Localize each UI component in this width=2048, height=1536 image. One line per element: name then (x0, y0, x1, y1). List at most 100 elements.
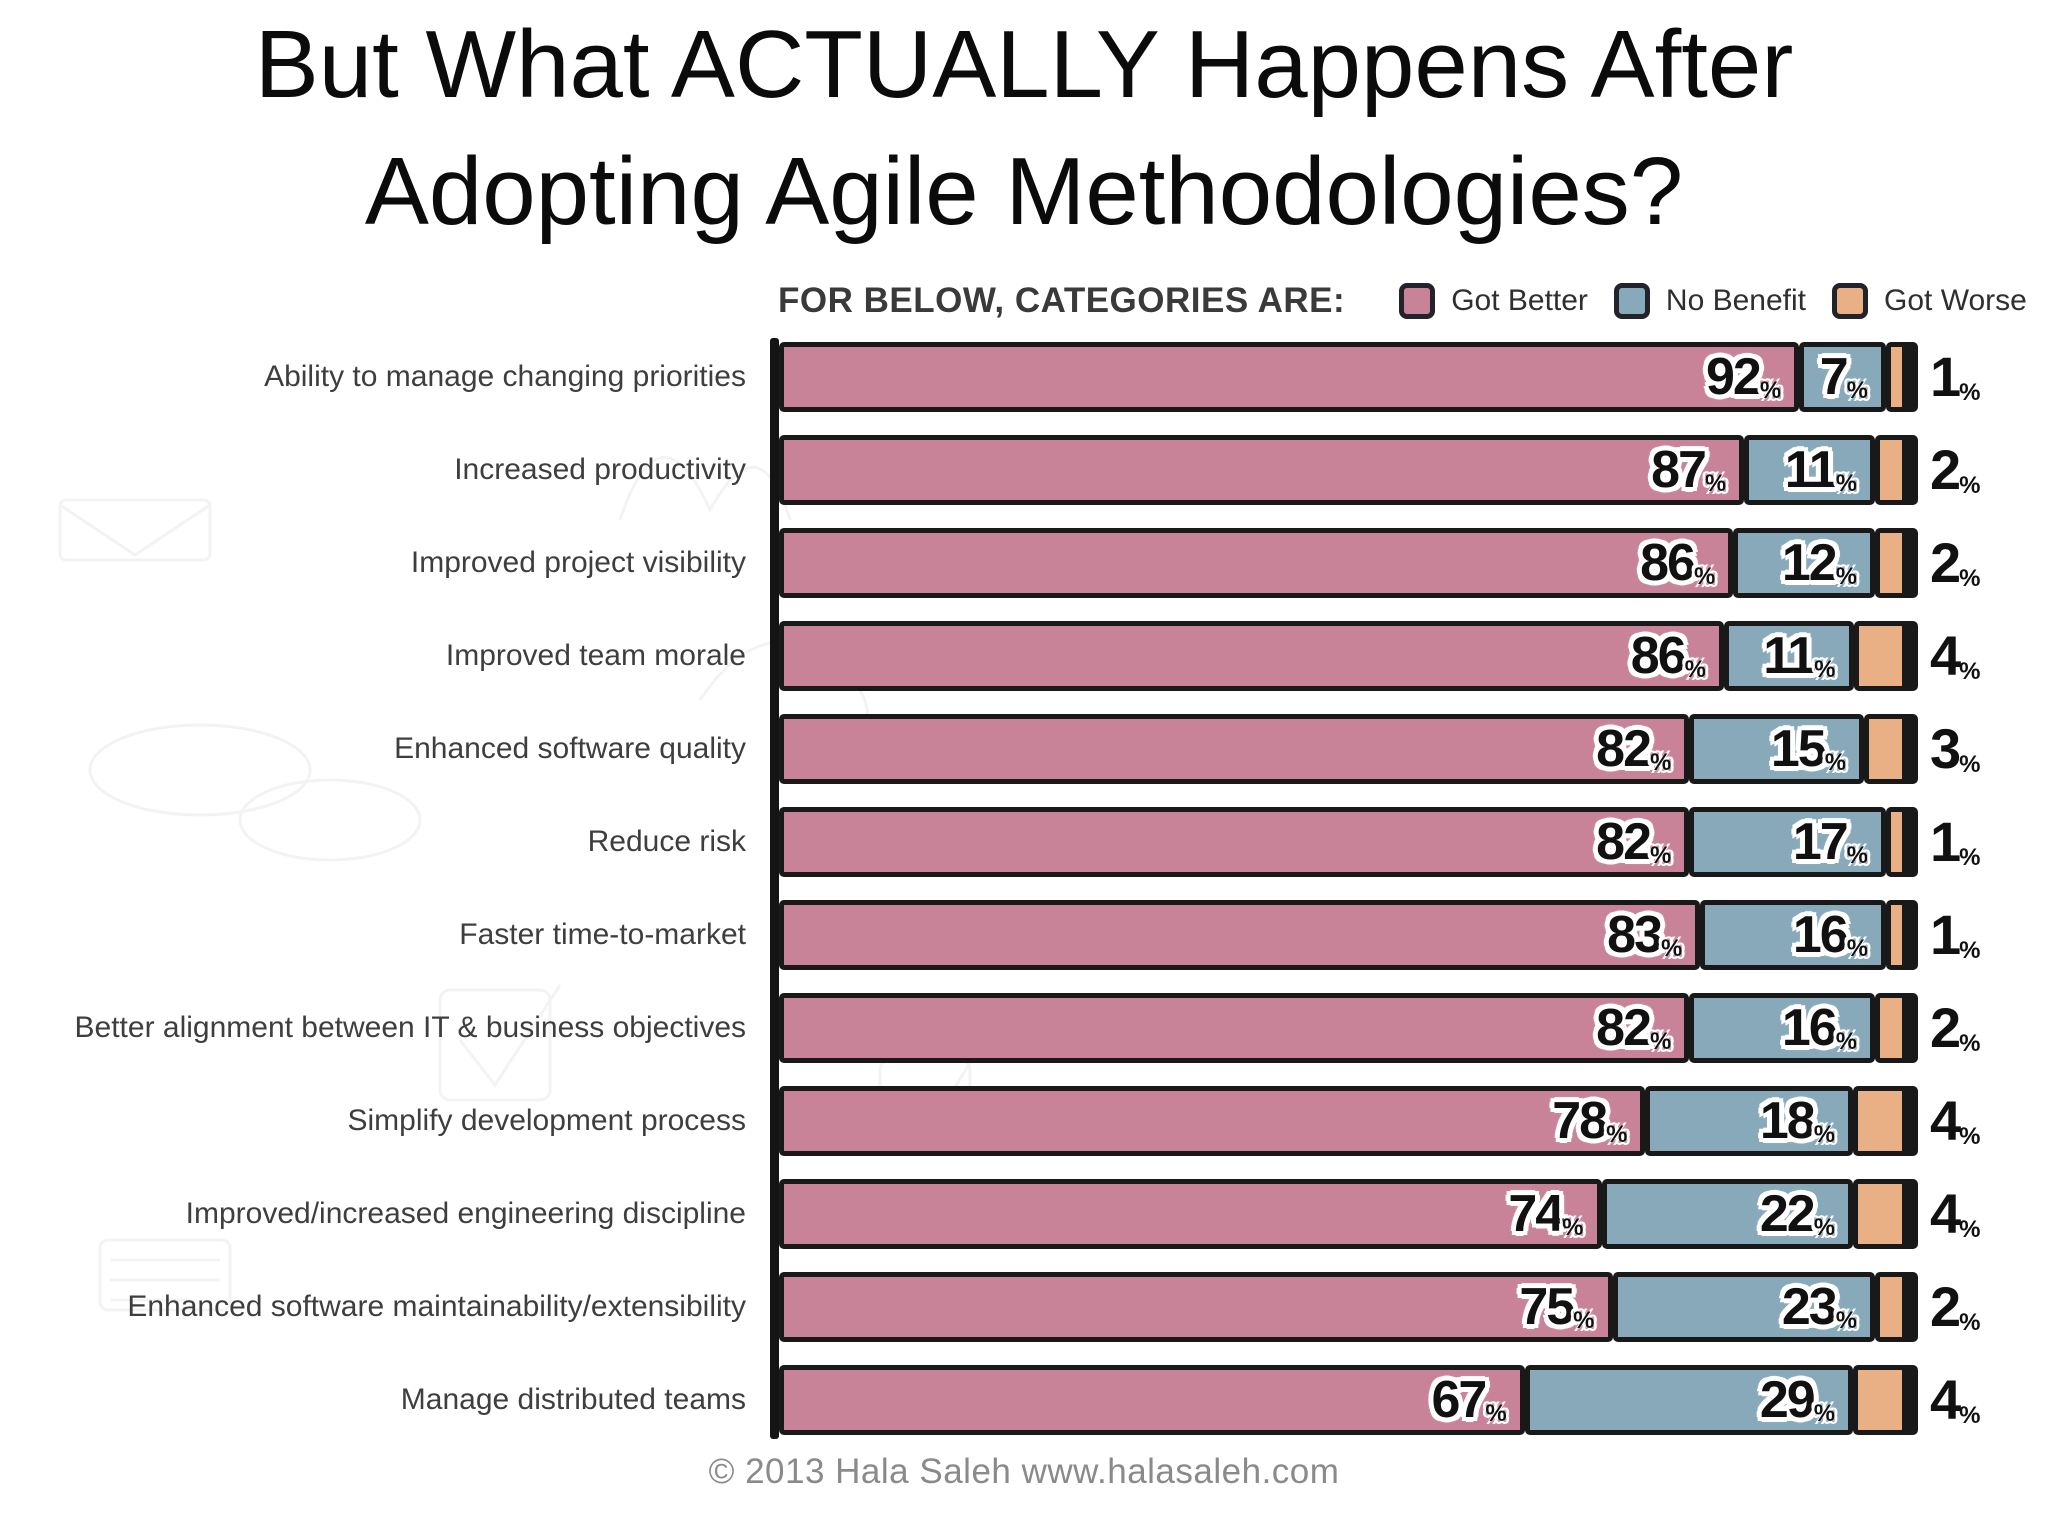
got-better-segment: 67% (779, 1365, 1525, 1435)
stacked-bar: 75% 23% (779, 1272, 1918, 1342)
got-better-value: 86% (1640, 534, 1716, 592)
chart-row: Ability to manage changing priorities 92… (0, 342, 2034, 412)
chart-legend: FOR BELOW, CATEGORIES ARE: Got Better No … (778, 276, 2034, 326)
got-worse-value: 2% (1930, 438, 1981, 501)
no-benefit-segment: 11% (1723, 621, 1854, 691)
chart-row: Improved team morale 86% 11% 4% (0, 621, 2034, 691)
category-label: Ability to manage changing priorities (264, 359, 746, 393)
got-better-value: 82% (1596, 813, 1672, 871)
no-benefit-value: 17% (1792, 813, 1869, 871)
got-better-segment: 82% (779, 714, 1690, 784)
stacked-bar: 82% 17% (779, 807, 1918, 877)
category-label: Increased productivity (454, 452, 746, 486)
no-benefit-value: 12% (1781, 534, 1858, 592)
legend-item-got-worse: Got Worse (1832, 283, 2027, 319)
no-benefit-segment: 15% (1689, 714, 1865, 784)
bar-track: 67% 29% 4% (779, 1365, 2034, 1435)
chart-row: Increased productivity 87% 11% 2% (0, 435, 2034, 505)
stacked-bar: 83% 16% (779, 900, 1919, 970)
got-better-value: 67% (1431, 1371, 1507, 1429)
got-better-value: 92% (1705, 348, 1782, 406)
got-worse-value: 1% (1930, 810, 1981, 873)
category-label: Improved project visibility (410, 545, 746, 579)
legend-item-got-better: Got Better (1399, 283, 1588, 319)
got-better-segment: 86% (779, 528, 1734, 598)
got-worse-segment (1853, 1365, 1918, 1435)
got-worse-segment (1886, 807, 1918, 877)
got-better-value: 75% (1519, 1278, 1595, 1336)
got-worse-value: 4% (1930, 1368, 1981, 1431)
no-benefit-value: 15% (1770, 720, 1847, 778)
bar-track: 83% 16% 1% (779, 900, 2034, 970)
got-better-segment: 82% (779, 993, 1690, 1063)
got-worse-segment (1875, 993, 1918, 1063)
legend-label: No Benefit (1665, 284, 1807, 317)
bar-track: 82% 16% 2% (779, 993, 2034, 1063)
doodle-plant (618, 456, 792, 521)
got-worse-segment (1864, 714, 1918, 784)
doodle-envelope (58, 498, 212, 562)
stacked-bar: 82% 15% (779, 714, 1918, 784)
chart-row: Better alignment between IT & business o… (0, 993, 2034, 1063)
no-benefit-segment: 16% (1689, 993, 1876, 1063)
bar-track: 82% 15% 3% (779, 714, 2034, 784)
got-better-value: 87% (1651, 441, 1727, 499)
got-worse-segment (1853, 621, 1918, 691)
got-better-segment: 75% (779, 1272, 1613, 1342)
category-label: Enhanced software maintainability/extens… (127, 1289, 746, 1323)
got-better-value: 83% (1607, 906, 1683, 964)
bar-track: 74% 22% 4% (779, 1179, 2034, 1249)
no-benefit-segment: 7% (1799, 342, 1887, 412)
doodle-note-lines (110, 1258, 220, 1302)
legend-item-no-benefit: No Benefit (1613, 283, 1807, 319)
category-label: Faster time-to-market (459, 917, 746, 951)
legend-swatch-icon (1832, 283, 1869, 319)
bar-track: 92% 7% 1% (779, 342, 2034, 412)
got-better-segment: 92% (779, 342, 1800, 412)
no-benefit-segment: 29% (1524, 1365, 1854, 1435)
no-benefit-segment: 22% (1601, 1179, 1854, 1249)
bar-rows: Ability to manage changing priorities 92… (0, 338, 2034, 1439)
legend-label: Got Better (1451, 284, 1588, 317)
no-benefit-segment: 17% (1689, 807, 1887, 877)
stacked-bar: 78% 18% (779, 1086, 1918, 1156)
got-worse-value: 2% (1930, 1275, 1981, 1338)
no-benefit-segment: 11% (1744, 435, 1876, 505)
got-better-segment: 86% (779, 621, 1724, 691)
category-label: Improved/increased engineering disciplin… (185, 1196, 746, 1230)
got-worse-value: 1% (1930, 345, 1981, 408)
doodle-ellipse (88, 723, 312, 817)
stacked-bar: 86% 11% (779, 621, 1918, 691)
category-label: Simplify development process (347, 1103, 746, 1137)
got-worse-value: 3% (1930, 717, 1981, 780)
got-worse-value: 1% (1930, 903, 1981, 966)
got-worse-segment (1853, 1179, 1918, 1249)
got-better-segment: 78% (779, 1086, 1646, 1156)
legend-swatch-icon (1399, 283, 1436, 319)
no-benefit-segment: 16% (1700, 900, 1887, 970)
no-benefit-segment: 23% (1612, 1272, 1876, 1342)
bar-track: 82% 17% 1% (779, 807, 2034, 877)
doodle-ellipse (238, 778, 422, 862)
bar-track: 78% 18% 4% (779, 1086, 2034, 1156)
doodle-envelope-flap (59, 503, 211, 557)
chart-axis-line (770, 338, 779, 1439)
legend-items: Got Better No Benefit Got Worse (1373, 283, 2027, 319)
got-worse-value: 4% (1930, 1182, 1981, 1245)
doodle-checkmark (458, 984, 562, 1088)
category-label: Manage distributed teams (400, 1382, 746, 1416)
got-worse-segment (1875, 1272, 1918, 1342)
chart-row: Improved/increased engineering disciplin… (0, 1179, 2034, 1249)
category-label: Improved team morale (445, 638, 746, 672)
no-benefit-value: 18% (1759, 1092, 1836, 1150)
no-benefit-segment: 12% (1733, 528, 1876, 598)
stacked-bar: 82% 16% (779, 993, 1918, 1063)
chart-row: Reduce risk 82% 17% 1% (0, 807, 2034, 877)
got-better-segment: 83% (779, 900, 1701, 970)
got-better-value: 82% (1596, 999, 1672, 1057)
doodle-checkbox (438, 988, 552, 1102)
stacked-bar: 87% 11% (779, 435, 1918, 505)
got-worse-segment (1875, 435, 1918, 505)
got-worse-value: 4% (1930, 1089, 1981, 1152)
got-better-segment: 74% (779, 1179, 1602, 1249)
